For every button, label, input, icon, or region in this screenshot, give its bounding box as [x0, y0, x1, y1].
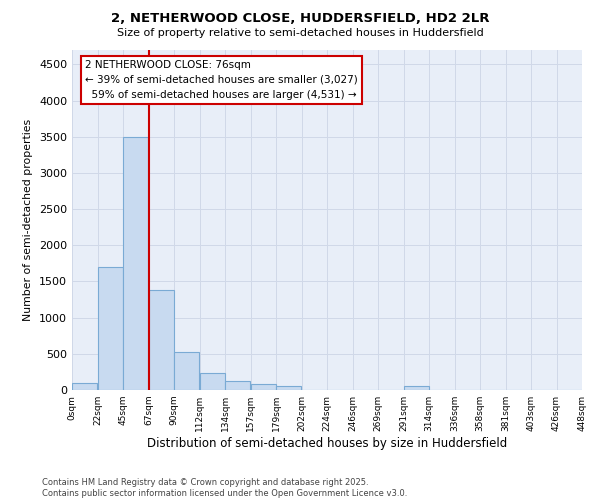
Bar [404, 386, 429, 390]
Bar [149, 290, 174, 390]
Bar [72, 383, 97, 390]
Text: 2 NETHERWOOD CLOSE: 76sqm
← 39% of semi-detached houses are smaller (3,027)
  59: 2 NETHERWOOD CLOSE: 76sqm ← 39% of semi-… [85, 60, 358, 100]
Bar [225, 382, 250, 390]
Text: Contains HM Land Registry data © Crown copyright and database right 2025.
Contai: Contains HM Land Registry data © Crown c… [42, 478, 407, 498]
Bar [276, 386, 301, 390]
Bar [199, 374, 225, 390]
Bar [251, 384, 276, 390]
Bar [123, 137, 148, 390]
X-axis label: Distribution of semi-detached houses by size in Huddersfield: Distribution of semi-detached houses by … [147, 437, 507, 450]
Y-axis label: Number of semi-detached properties: Number of semi-detached properties [23, 119, 34, 321]
Text: Size of property relative to semi-detached houses in Huddersfield: Size of property relative to semi-detach… [116, 28, 484, 38]
Bar [174, 352, 199, 390]
Bar [97, 267, 123, 390]
Text: 2, NETHERWOOD CLOSE, HUDDERSFIELD, HD2 2LR: 2, NETHERWOOD CLOSE, HUDDERSFIELD, HD2 2… [111, 12, 489, 26]
